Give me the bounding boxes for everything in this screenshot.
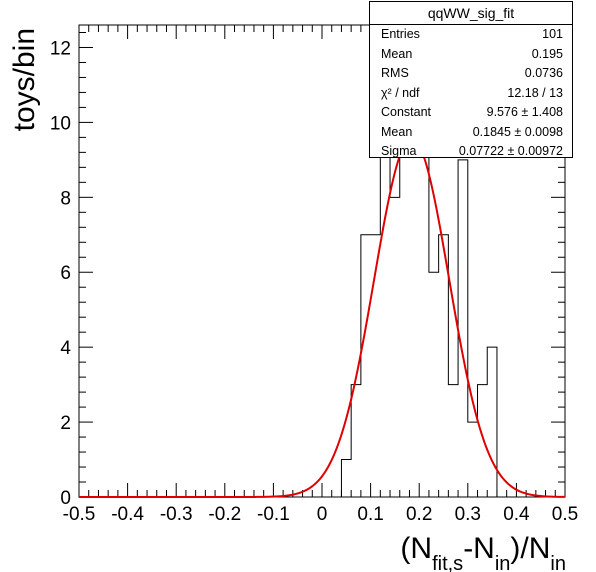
y-tick-label: 0 xyxy=(60,488,71,509)
x-tick-label: -0.2 xyxy=(208,504,241,525)
y-tick-labels: 0 2 4 6 8 10 12 xyxy=(50,38,72,509)
y-tick-label: 12 xyxy=(50,38,71,59)
gaussian-fit-curve xyxy=(79,137,566,498)
stats-row: Constant 9.576 ± 1.408 xyxy=(370,103,572,123)
stats-value: 0.0736 xyxy=(524,66,563,80)
stats-title: qqWW_sig_fit xyxy=(370,2,572,25)
stats-value: 0.1845 ± 0.0098 xyxy=(472,124,563,139)
stats-row: χ² / ndf 12.18 / 13 xyxy=(370,84,572,104)
x-tick-label: -0.4 xyxy=(111,504,144,525)
x-tick-label: 0.2 xyxy=(406,504,432,525)
x-tick-label: -0.1 xyxy=(257,504,290,525)
stats-value: 0.07722 ± 0.00972 xyxy=(458,144,563,158)
stats-row: Mean 0.1845 ± 0.0098 xyxy=(370,123,572,143)
stats-label: Entries xyxy=(381,27,420,41)
y-tick-label: 4 xyxy=(60,338,71,359)
x-axis-title-part: (N xyxy=(400,532,432,565)
x-tick-label: 0 xyxy=(317,504,328,525)
stats-label: χ² / ndf xyxy=(381,85,420,100)
x-tick-label: 0.4 xyxy=(503,504,530,525)
y-axis-title: toys/bin xyxy=(8,28,41,131)
y-tick-label: 6 xyxy=(60,263,71,284)
y-tick-label: 10 xyxy=(50,113,71,134)
stats-row: Sigma 0.07722 ± 0.00972 xyxy=(370,142,572,162)
x-tick-labels: -0.5 -0.4 -0.3 -0.2 -0.1 0 0.1 0.2 0.3 0.4 0.5 xyxy=(63,504,579,525)
x-tick-label: 0.5 xyxy=(552,504,578,525)
stats-box: qqWW_sig_fit Entries 101 Mean 0.195 RMS 0.073… xyxy=(369,1,573,158)
stats-row: Mean 0.195 xyxy=(370,45,572,65)
stats-value: 101 xyxy=(542,27,563,41)
stats-label: RMS xyxy=(381,66,409,80)
x-axis-title-sub: in xyxy=(495,553,511,572)
stats-label: Mean xyxy=(381,46,413,61)
stats-value: 9.576 ± 1.408 xyxy=(486,105,563,119)
x-axis-title-part: -N xyxy=(463,532,495,565)
x-axis-title: (Nfit,s-Nin)/Nin xyxy=(400,532,566,572)
stats-row: RMS 0.0736 xyxy=(370,64,572,84)
x-tick-label: -0.3 xyxy=(160,504,193,525)
stats-row: Entries 101 xyxy=(370,25,572,45)
x-axis-title-part: )/N xyxy=(510,532,550,565)
x-tick-label: 0.1 xyxy=(357,504,383,525)
x-tick-label: -0.5 xyxy=(63,504,96,525)
stats-rows: Entries 101 Mean 0.195 RMS 0.0736 χ² / ndf 12.1… xyxy=(370,25,572,162)
stats-value: 12.18 / 13 xyxy=(507,85,563,100)
x-axis-title-sub: fit,s xyxy=(432,553,463,572)
x-tick-label: 0.3 xyxy=(455,504,481,525)
stats-label: Sigma xyxy=(381,144,417,158)
stats-label: Constant xyxy=(381,105,432,119)
y-tick-label: 8 xyxy=(60,188,71,209)
x-axis-title-sub: in xyxy=(550,553,566,572)
stats-value: 0.195 xyxy=(531,46,563,61)
stats-label: Mean xyxy=(381,124,413,139)
y-tick-label: 2 xyxy=(60,413,71,434)
